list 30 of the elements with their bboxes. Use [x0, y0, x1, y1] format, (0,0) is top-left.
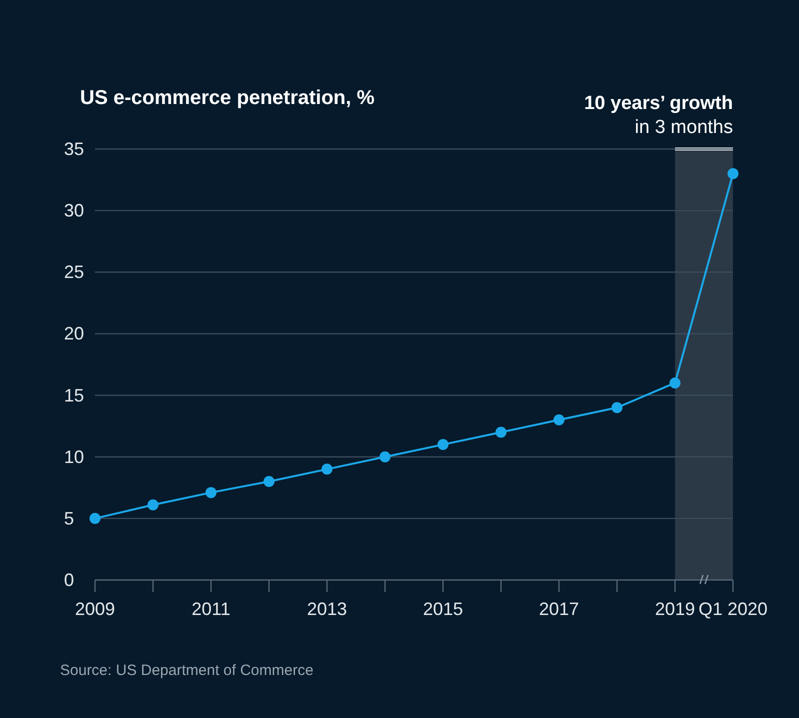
point — [728, 168, 738, 180]
chart-title: US e-commerce penetration, % — [80, 87, 375, 109]
point — [90, 512, 100, 524]
x-tick-label: 2015 — [422, 599, 464, 619]
x-tick-label: 2019 — [654, 599, 696, 619]
y-tick-label: 30 — [64, 200, 84, 221]
x-tick-label: 2017 — [538, 599, 580, 619]
point — [380, 451, 390, 462]
point — [496, 426, 506, 438]
band-label: 10 years’ growth in 3 months — [584, 93, 733, 138]
point — [554, 414, 564, 426]
x-tick-label: 2013 — [306, 599, 348, 619]
y-tick-label: 10 — [64, 446, 84, 467]
point — [670, 377, 680, 388]
y-tick-label: 5 — [64, 508, 74, 528]
x-tick-label: 2011 — [192, 599, 230, 619]
point — [148, 499, 158, 510]
point — [322, 464, 332, 475]
source-note: Source: US Department of Commerce — [60, 662, 314, 679]
point — [264, 476, 274, 487]
y-tick-label: 15 — [64, 385, 84, 406]
y-tick-label: 35 — [64, 139, 84, 159]
x-tick-label: 2009 — [74, 599, 116, 619]
x-tick-label: Q1 2020 — [698, 599, 768, 619]
point — [438, 439, 448, 450]
y-tick-label: 0 — [64, 570, 74, 590]
y-tick-label: 25 — [64, 262, 84, 282]
point — [612, 402, 622, 414]
y-tick-label: 20 — [64, 324, 84, 344]
point — [206, 487, 216, 498]
